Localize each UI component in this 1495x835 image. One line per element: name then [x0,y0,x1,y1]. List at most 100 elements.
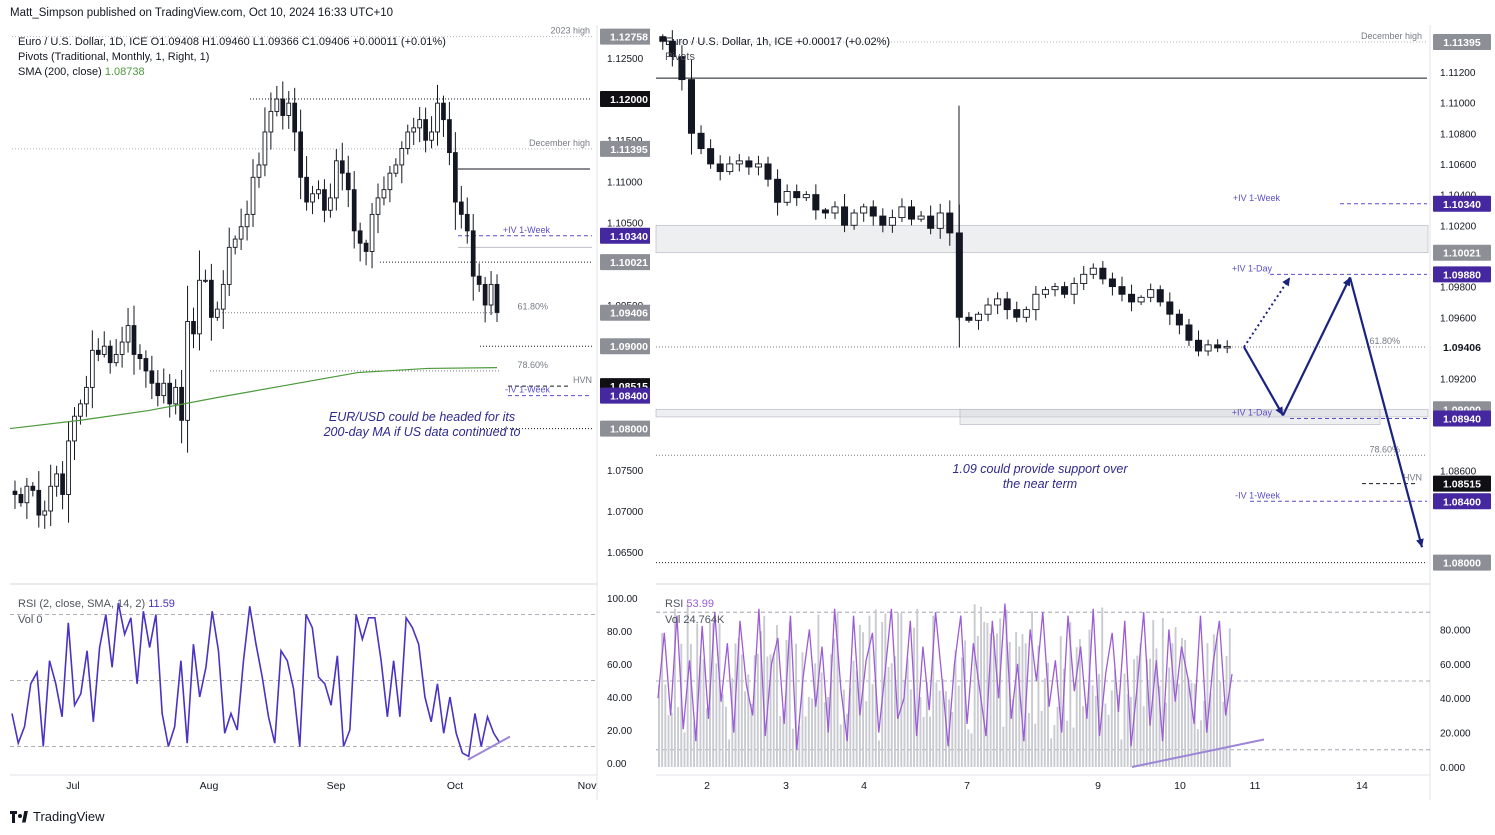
candle-body [333,160,339,199]
volume-bar [811,698,813,767]
volume-bar [705,708,708,767]
candle-body [18,494,24,504]
rsi-tick-label: 80.00 [607,627,632,638]
volume-bar [941,679,944,767]
volume-bar [820,672,823,767]
volume-bar [935,682,938,767]
price-tick-label: 1.11200 [1440,68,1476,79]
volume-bar [756,653,759,767]
candle-body [292,102,298,133]
candle-body [879,215,887,226]
candle-body [12,490,18,495]
candle-body [802,194,810,199]
arrow-head [1275,406,1283,416]
right-symbol: Euro / U.S. Dollar, 1h, ICE [665,36,793,48]
candle-body [203,279,208,282]
footer[interactable]: TradingView [10,809,105,824]
candle-body [726,163,734,173]
volume-bar [929,716,931,767]
price-tag [600,338,650,355]
candle-body [244,213,250,228]
price-tag-label: 1.09406 [1443,342,1481,354]
candle-body [220,283,226,310]
price-tick-label: 1.11000 [607,177,643,188]
volume-bar [960,657,963,767]
candle-body [659,36,667,42]
candle-body [209,279,214,318]
price-tag-label: 1.08515 [1443,479,1481,491]
candle-body [447,119,452,154]
left-vol-value: 0 [36,614,43,626]
candle-body [1108,278,1116,288]
volume-bar [858,624,861,767]
right-legend: Euro / U.S. Dollar, 1h, ICE +0.00017 (+0… [665,36,890,63]
volume-bar [1066,720,1069,767]
right-annotation: 1.09 could provide support over the near… [952,462,1128,491]
candle-body [494,283,500,313]
candle-body [48,485,54,512]
left-chart[interactable]: 2023 high December high +IV 1-Week 61.80% 78… [0,25,650,800]
volume-bar [1219,681,1222,767]
candle-body [310,193,315,203]
level-label: December high [529,138,590,148]
volume-bar [1078,639,1081,767]
candle-body [89,349,95,388]
price-tag [1433,244,1491,261]
volume-bar [980,606,982,767]
candle-body [185,321,190,421]
candle-body [191,321,196,335]
volume-bar [925,681,928,767]
candle-body [908,206,916,220]
candle-body [1156,289,1164,303]
left-rsi-value: 11.59 [148,598,175,610]
level-label: -IV 1-Week [1235,490,1280,500]
price-tag [1433,475,1491,492]
volume-bar [1005,609,1008,767]
volume-bar [702,659,705,767]
candle-body [214,308,220,318]
volume-bar [753,655,756,767]
arrow-head [1416,538,1424,548]
volume-bar [1082,706,1085,767]
volume-bar [1034,723,1037,767]
volume-bar [890,663,893,767]
volume-bar [795,643,798,767]
rsi-tick-label: 0.000 [1440,763,1465,774]
volume-bar [1117,694,1120,767]
volume-bar [791,728,794,767]
volume-bar [967,729,970,767]
volume-bar [1139,643,1142,767]
right-chart[interactable]: December high +IV 1-Week +IV 1-Day 61.80% +I… [650,25,1495,800]
volume-bar [1043,678,1046,767]
right-vol-value: 24.764K [683,614,725,626]
volume-bar [1053,724,1056,767]
volume-bar [1206,643,1209,767]
volume-bar [868,615,871,767]
candle-body [119,341,125,355]
rsi-tick-label: 20.000 [1440,729,1471,740]
price-tag-label: 1.10021 [610,257,648,269]
candle-body [322,189,327,211]
candle-body [1223,345,1231,349]
volume-bar [893,656,896,767]
price-tag-label: 1.09000 [610,341,648,353]
candle-body [1166,301,1174,315]
price-tick-label: 1.10500 [607,219,644,230]
volume-bar [1002,726,1005,767]
volume-bar [1021,634,1024,767]
volume-bar [1187,677,1190,767]
volume-bar [1123,673,1126,767]
volume-bar [721,694,724,767]
price-tick-label: 1.08600 [1440,467,1477,478]
volume-bar [909,689,912,767]
rsi-tick-label: 60.000 [1440,660,1471,671]
candle-body [381,189,387,199]
candle-body [345,172,351,191]
price-tick-label: 1.12500 [607,54,644,65]
candle-body [668,40,676,58]
candle-body [984,304,992,315]
candle-body [238,226,244,240]
candle-body [936,212,944,229]
candle-body [482,283,488,306]
left-sma-label: SMA (200, close) [18,66,102,78]
